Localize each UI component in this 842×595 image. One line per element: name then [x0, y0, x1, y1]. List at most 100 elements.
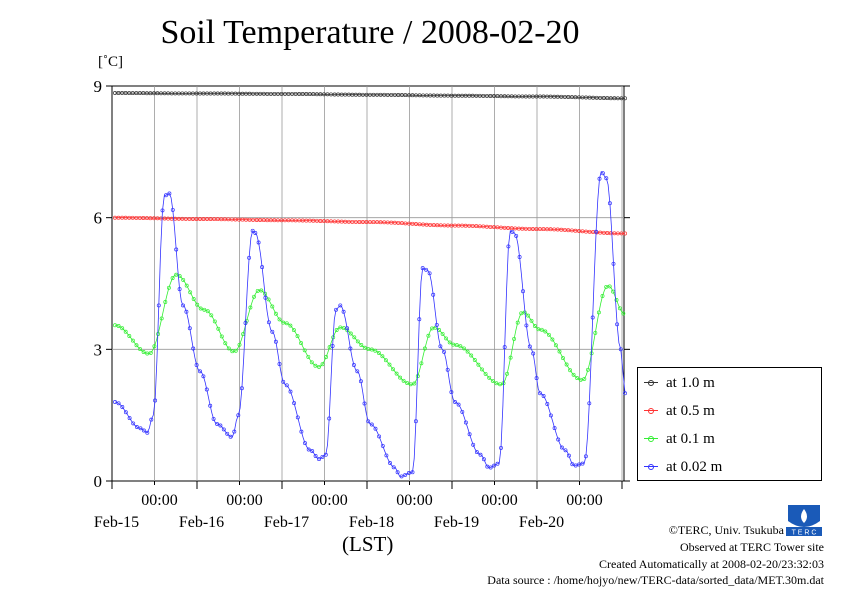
data-point: [591, 95, 596, 100]
data-point: [530, 94, 535, 99]
data-point: [546, 332, 551, 337]
data-point: [251, 217, 256, 222]
data-point: [548, 227, 553, 232]
data-point: [334, 328, 339, 332]
data-point: [396, 220, 401, 225]
data-point: [273, 311, 278, 316]
data-point: [286, 218, 291, 223]
data-point: [201, 91, 206, 96]
data-point: [166, 216, 171, 221]
data-point: [313, 454, 318, 458]
data-point: [351, 363, 356, 367]
data-point: [226, 346, 231, 351]
data-point: [360, 220, 365, 224]
data-point: [123, 329, 128, 334]
data-point: [268, 91, 273, 96]
data-point: [597, 176, 602, 181]
data-point: [385, 92, 390, 97]
data-point: [456, 93, 461, 98]
data-point: [123, 410, 128, 415]
data-point: [445, 93, 450, 98]
data-point: [584, 229, 588, 234]
data-point: [266, 297, 271, 302]
data-point: [541, 227, 546, 232]
x-tick-label-date: Feb-18: [349, 514, 394, 531]
data-point: [553, 343, 558, 348]
data-point: [604, 284, 609, 289]
data-point: [123, 91, 128, 95]
data-point: [499, 445, 503, 450]
data-point: [615, 322, 620, 327]
data-point: [623, 391, 627, 396]
data-point: [253, 231, 258, 235]
series-line-0: [115, 92, 625, 99]
y-axis-label: [˚C]: [98, 54, 123, 70]
data-point: [166, 91, 171, 96]
data-point: [201, 217, 206, 221]
data-point: [559, 445, 564, 450]
series-markers-2: [113, 272, 626, 387]
data-point: [329, 92, 333, 97]
data-point: [149, 417, 154, 422]
legend-symbol: [644, 378, 658, 388]
data-point: [514, 233, 519, 238]
data-point: [499, 225, 503, 230]
data-point: [391, 367, 395, 372]
data-point: [355, 339, 360, 344]
data-point: [431, 292, 436, 297]
data-point: [201, 374, 206, 379]
data-point: [116, 324, 121, 328]
data-point: [362, 401, 367, 406]
data-point: [481, 93, 486, 98]
data-point: [116, 215, 121, 220]
legend-entry: at 0.02 m: [644, 456, 722, 478]
x-tick-label-date: Feb-19: [434, 514, 479, 531]
data-point: [555, 94, 560, 99]
data-point: [341, 309, 346, 314]
data-point: [270, 329, 275, 334]
data-point: [216, 326, 221, 331]
data-point: [399, 474, 404, 479]
x-tick-label-time: 00:00: [226, 492, 262, 509]
data-point: [583, 454, 588, 459]
data-point: [223, 341, 228, 346]
data-point: [573, 228, 578, 233]
data-point: [145, 351, 150, 356]
data-point: [456, 402, 461, 407]
data-point: [561, 356, 565, 361]
data-point: [454, 343, 459, 348]
data-point: [310, 449, 315, 454]
data-point: [221, 427, 226, 432]
data-point: [288, 323, 293, 328]
data-point: [543, 329, 548, 334]
data-point: [532, 324, 537, 328]
data-point: [371, 220, 376, 225]
data-point: [483, 371, 488, 376]
data-point: [410, 470, 415, 475]
data-point: [438, 93, 443, 98]
series-markers-1: [113, 215, 627, 236]
data-point: [258, 91, 263, 96]
data-point: [564, 362, 569, 367]
data-point: [120, 326, 125, 331]
data-point: [401, 378, 406, 383]
data-point: [329, 219, 333, 224]
data-point: [408, 382, 413, 387]
data-point: [541, 394, 546, 398]
data-point: [184, 309, 189, 314]
data-point: [348, 346, 353, 351]
data-point: [600, 171, 605, 176]
legend: at 1.0 m at 0.5 m at 0.1 m at 0.02 m: [637, 367, 822, 481]
data-point: [607, 284, 612, 289]
data-point: [488, 94, 493, 98]
data-point: [598, 95, 603, 100]
data-point: [417, 317, 422, 322]
data-point: [123, 215, 128, 220]
data-point: [498, 382, 502, 387]
data-point: [167, 191, 172, 196]
data-point: [463, 223, 468, 228]
data-point: [336, 219, 341, 224]
data-point: [445, 223, 450, 228]
data-point: [590, 315, 595, 320]
